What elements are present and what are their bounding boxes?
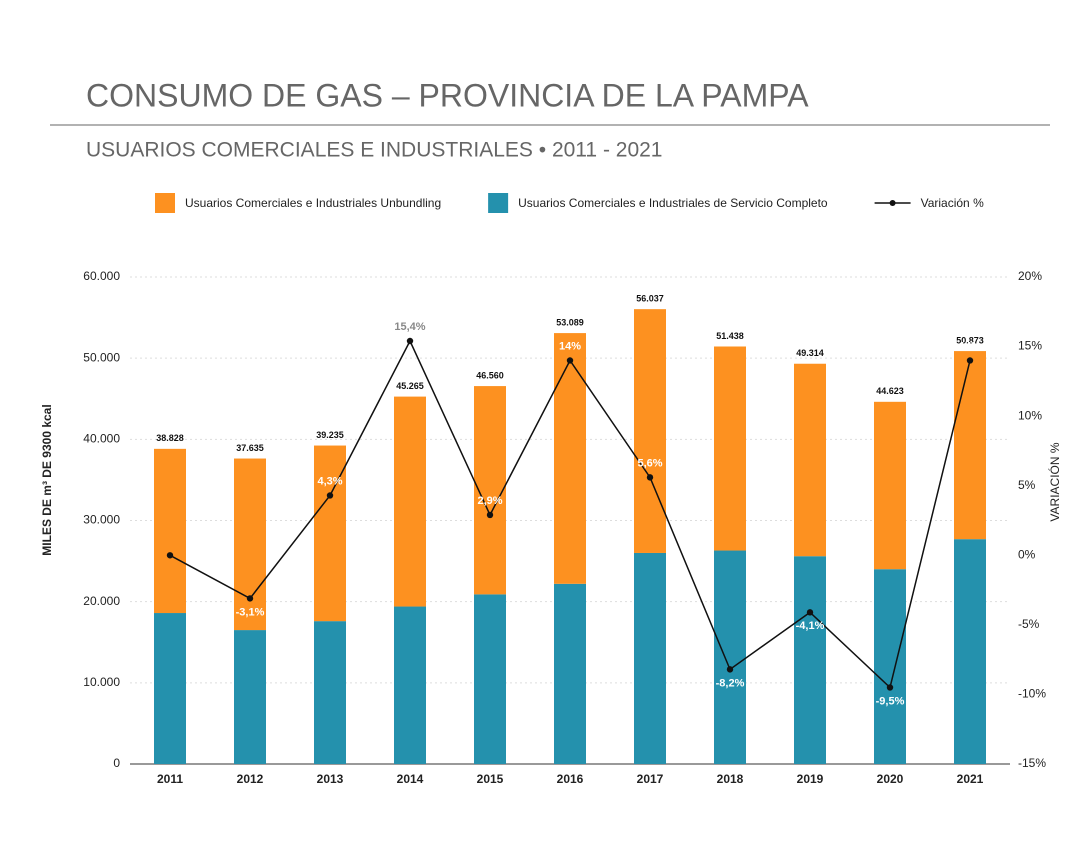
chart-title: CONSUMO DE GAS – PROVINCIA DE LA PAMPA (86, 77, 809, 113)
variation-label: 4,3% (317, 475, 342, 487)
y2-tick-label: 15% (1018, 339, 1042, 353)
variation-label: 15,4% (394, 321, 425, 333)
legend-dot (889, 200, 896, 206)
variation-point (566, 357, 574, 364)
y-tick-label: 10.000 (83, 675, 120, 689)
y-tick-label: 0 (113, 756, 120, 770)
variation-label: -4,1% (796, 620, 825, 632)
variation-label: -9,5% (876, 695, 905, 707)
variation-label: 14% (959, 340, 981, 352)
y-tick-label: 60.000 (83, 269, 120, 283)
x-tick-label: 2014 (397, 772, 424, 786)
total-label: 56.037 (636, 294, 664, 304)
bar-segment (314, 445, 346, 622)
total-label: 44.623 (876, 386, 904, 396)
y-tick-label: 50.000 (83, 350, 120, 364)
x-tick-label: 2012 (237, 772, 264, 786)
y-tick-label: 30.000 (83, 513, 120, 527)
variation-point (326, 492, 334, 499)
bar-segment (154, 613, 186, 764)
y2-tick-label: 20% (1018, 269, 1042, 283)
bar-segment (714, 346, 746, 551)
bar-segment (794, 363, 826, 557)
total-label: 37.635 (236, 443, 264, 453)
y2-tick-label: 10% (1018, 408, 1042, 422)
bar-segment (874, 401, 906, 570)
total-label: 38.828 (156, 433, 184, 443)
total-label: 50.873 (956, 335, 984, 345)
bar-segment (474, 594, 506, 764)
variation-label: 5,6% (637, 457, 662, 469)
legend-label: Variación % (921, 196, 984, 210)
total-label: 51.438 (716, 331, 744, 341)
bar-segment (954, 539, 986, 764)
y2-tick-label: -10% (1018, 687, 1046, 701)
total-label: 39.235 (316, 430, 344, 440)
bar-segment (314, 621, 346, 764)
y2-tick-label: 5% (1018, 478, 1036, 492)
legend-label: Usuarios Comerciales e Industriales Unbu… (185, 196, 441, 210)
y2-tick-label: -15% (1018, 756, 1046, 770)
variation-point (886, 684, 894, 691)
variation-point (726, 666, 734, 673)
total-label: 46.560 (476, 370, 504, 380)
variation-point (166, 552, 174, 559)
legend-swatch (488, 193, 509, 213)
y2-tick-label: 0% (1018, 547, 1036, 561)
variation-label: -8,2% (716, 677, 745, 689)
y2-tick-label: -5% (1018, 617, 1040, 631)
bar-segment (394, 396, 426, 607)
total-label: 49.314 (796, 348, 824, 358)
bar-segment (554, 333, 586, 584)
bar-segment (954, 351, 986, 540)
y-tick-label: 20.000 (83, 594, 120, 608)
x-tick-label: 2018 (717, 772, 744, 786)
variation-point (246, 595, 254, 602)
bar-segment (874, 569, 906, 764)
bar-segment (554, 583, 586, 764)
bar-segment (714, 550, 746, 764)
y-tick-label: 40.000 (83, 432, 120, 446)
x-tick-label: 2020 (877, 772, 904, 786)
x-tick-label: 2013 (317, 772, 344, 786)
variation-point (486, 511, 494, 519)
legend-label: Usuarios Comerciales e Industriales de S… (518, 196, 828, 210)
x-tick-label: 2015 (477, 772, 504, 786)
variation-point (806, 609, 814, 616)
bar-segment (634, 552, 666, 764)
variation-point (406, 337, 414, 345)
bar-segment (234, 458, 266, 631)
x-tick-label: 2019 (797, 772, 824, 786)
variation-point (966, 357, 974, 364)
legend-swatch (155, 193, 175, 213)
variation-label: 14% (559, 340, 581, 352)
y2-axis-label: VARIACIÓN % (1047, 442, 1062, 521)
variation-label: -3,1% (236, 606, 265, 618)
variation-label: 2,9% (477, 495, 502, 507)
bar-segment (154, 448, 186, 614)
y-axis-label: MILES DE m³ DE 9300 kcal (40, 404, 54, 555)
bar-segment (394, 606, 426, 764)
x-tick-label: 2017 (637, 772, 664, 786)
x-tick-label: 2016 (557, 772, 584, 786)
total-label: 45.265 (396, 381, 424, 391)
chart-subtitle: USUARIOS COMERCIALES E INDUSTRIALES • 20… (86, 139, 663, 162)
x-tick-label: 2021 (957, 772, 984, 786)
bar-segment (234, 630, 266, 764)
total-label: 53.089 (556, 317, 584, 327)
x-tick-label: 2011 (157, 772, 183, 786)
bar-segment (634, 309, 666, 553)
variation-point (646, 474, 654, 481)
bar-segment (794, 556, 826, 764)
